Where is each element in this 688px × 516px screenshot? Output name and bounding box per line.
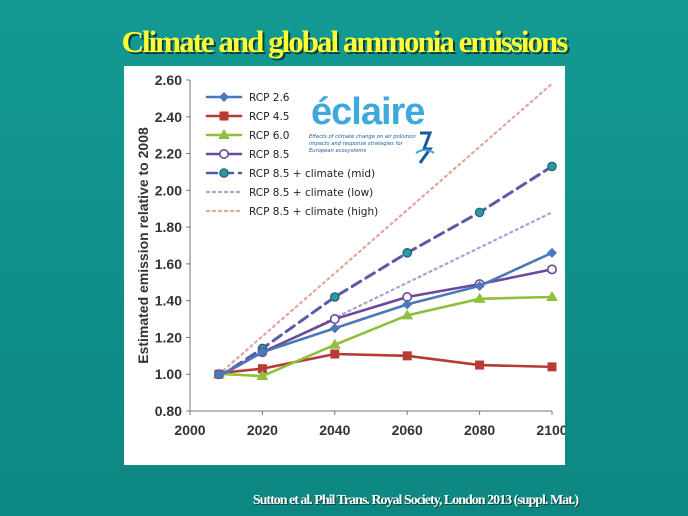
legend-label: RCP 8.5 + climate (high) bbox=[249, 206, 378, 218]
emissions-line-chart: 0.80 1.00 1.20 1.40 1.60 1.80 2.00 2.20 2.40 2.60… bbox=[135, 72, 565, 438]
series-line bbox=[217, 295, 554, 378]
legend-item: RCP 8.5 + climate (low) bbox=[205, 187, 373, 199]
data-point bbox=[546, 290, 558, 301]
data-point bbox=[475, 360, 485, 370]
chart-panel: 0.80 1.00 1.20 1.40 1.60 1.80 2.00 2.20 2.40 2.60… bbox=[124, 66, 565, 465]
data-point bbox=[474, 207, 485, 218]
data-point bbox=[329, 323, 340, 334]
x-tick-label: 2040 bbox=[319, 422, 350, 438]
chart-axes: 0.80 1.00 1.20 1.40 1.60 1.80 2.00 2.20 2.40 2.60… bbox=[155, 72, 565, 438]
y-tick-label: 0.80 bbox=[155, 403, 182, 419]
data-point bbox=[473, 292, 486, 303]
y-axis-label-group: Estimated emission relative to 2008 bbox=[135, 127, 151, 364]
data-point bbox=[401, 309, 414, 320]
legend-marker bbox=[219, 92, 229, 102]
series-3 bbox=[213, 264, 557, 380]
data-point bbox=[474, 280, 485, 291]
citation: Sutton et al. Phil Trans. Royal Society,… bbox=[252, 493, 579, 508]
y-tick-label: 2.20 bbox=[155, 146, 182, 162]
legend-marker bbox=[219, 111, 229, 121]
legend-label: RCP 2.6 bbox=[249, 92, 290, 104]
series-line bbox=[217, 352, 554, 376]
y-axis-label: Estimated emission relative to 2008 bbox=[135, 127, 151, 364]
data-point bbox=[213, 369, 224, 380]
legend-item: RCP 8.5 bbox=[205, 149, 289, 161]
data-point bbox=[402, 351, 412, 361]
data-point bbox=[547, 247, 557, 258]
y-tick-label: 1.20 bbox=[155, 329, 182, 345]
series-6 bbox=[217, 82, 554, 376]
slide-title: Climate and global ammonia emissions bbox=[121, 24, 569, 59]
y-tick-label: 2.60 bbox=[155, 72, 182, 88]
y-tick-label: 1.40 bbox=[155, 293, 182, 309]
legend-label: RCP 4.5 bbox=[249, 111, 289, 123]
legend-marker bbox=[219, 149, 230, 160]
data-point bbox=[330, 349, 340, 359]
data-point bbox=[547, 362, 557, 372]
eclaire-logo: éclaire Effects of climate change on air… bbox=[299, 91, 449, 176]
data-point bbox=[256, 370, 269, 381]
logo-tagline: Effects of climate change on air polluti… bbox=[309, 134, 416, 154]
y-tick-label: 1.00 bbox=[155, 366, 182, 382]
x-tick-label: 2020 bbox=[247, 422, 278, 438]
logo-wordmark: éclaire bbox=[311, 91, 425, 133]
chart-series bbox=[212, 82, 558, 381]
data-point bbox=[257, 364, 267, 374]
data-point bbox=[257, 347, 268, 358]
logo-mark-icon bbox=[415, 131, 435, 164]
data-point bbox=[330, 292, 340, 302]
y-tick-label: 1.60 bbox=[155, 256, 182, 272]
legend-label: RCP 8.5 + climate (mid) bbox=[249, 168, 375, 180]
data-point bbox=[402, 299, 413, 310]
legend-marker bbox=[218, 129, 230, 139]
legend-marker bbox=[219, 168, 229, 178]
x-tick-label: 2060 bbox=[392, 422, 423, 438]
data-point bbox=[329, 314, 340, 325]
legend-item: RCP 8.5 + climate (mid) bbox=[205, 168, 375, 180]
x-tick-label: 2000 bbox=[174, 422, 205, 438]
legend-label: RCP 8.5 + climate (low) bbox=[249, 187, 373, 199]
data-point bbox=[328, 338, 341, 349]
y-tick-label: 2.00 bbox=[155, 182, 182, 198]
legend-item: RCP 6.0 bbox=[205, 129, 289, 142]
data-point bbox=[546, 264, 557, 275]
legend-label: RCP 6.0 bbox=[249, 130, 289, 142]
y-tick-label: 1.80 bbox=[155, 219, 182, 235]
legend-label: RCP 8.5 bbox=[249, 149, 289, 161]
series-0 bbox=[213, 247, 557, 380]
x-tick-label: 2080 bbox=[464, 422, 495, 438]
y-tick-label: 2.40 bbox=[155, 109, 182, 125]
legend-item: RCP 8.5 + climate (high) bbox=[205, 206, 378, 218]
series-line bbox=[217, 82, 554, 376]
data-point bbox=[402, 248, 412, 258]
legend-item: RCP 4.5 bbox=[205, 111, 289, 123]
legend-item: RCP 2.6 bbox=[205, 92, 290, 104]
data-point bbox=[547, 161, 557, 172]
series-line bbox=[217, 268, 554, 376]
x-tick-label: 2100 bbox=[536, 422, 565, 438]
chart-legend: RCP 2.6 RCP 4.5 RCP 6.0 RCP 8.5 RCP 8.5 + cl… bbox=[205, 92, 378, 218]
